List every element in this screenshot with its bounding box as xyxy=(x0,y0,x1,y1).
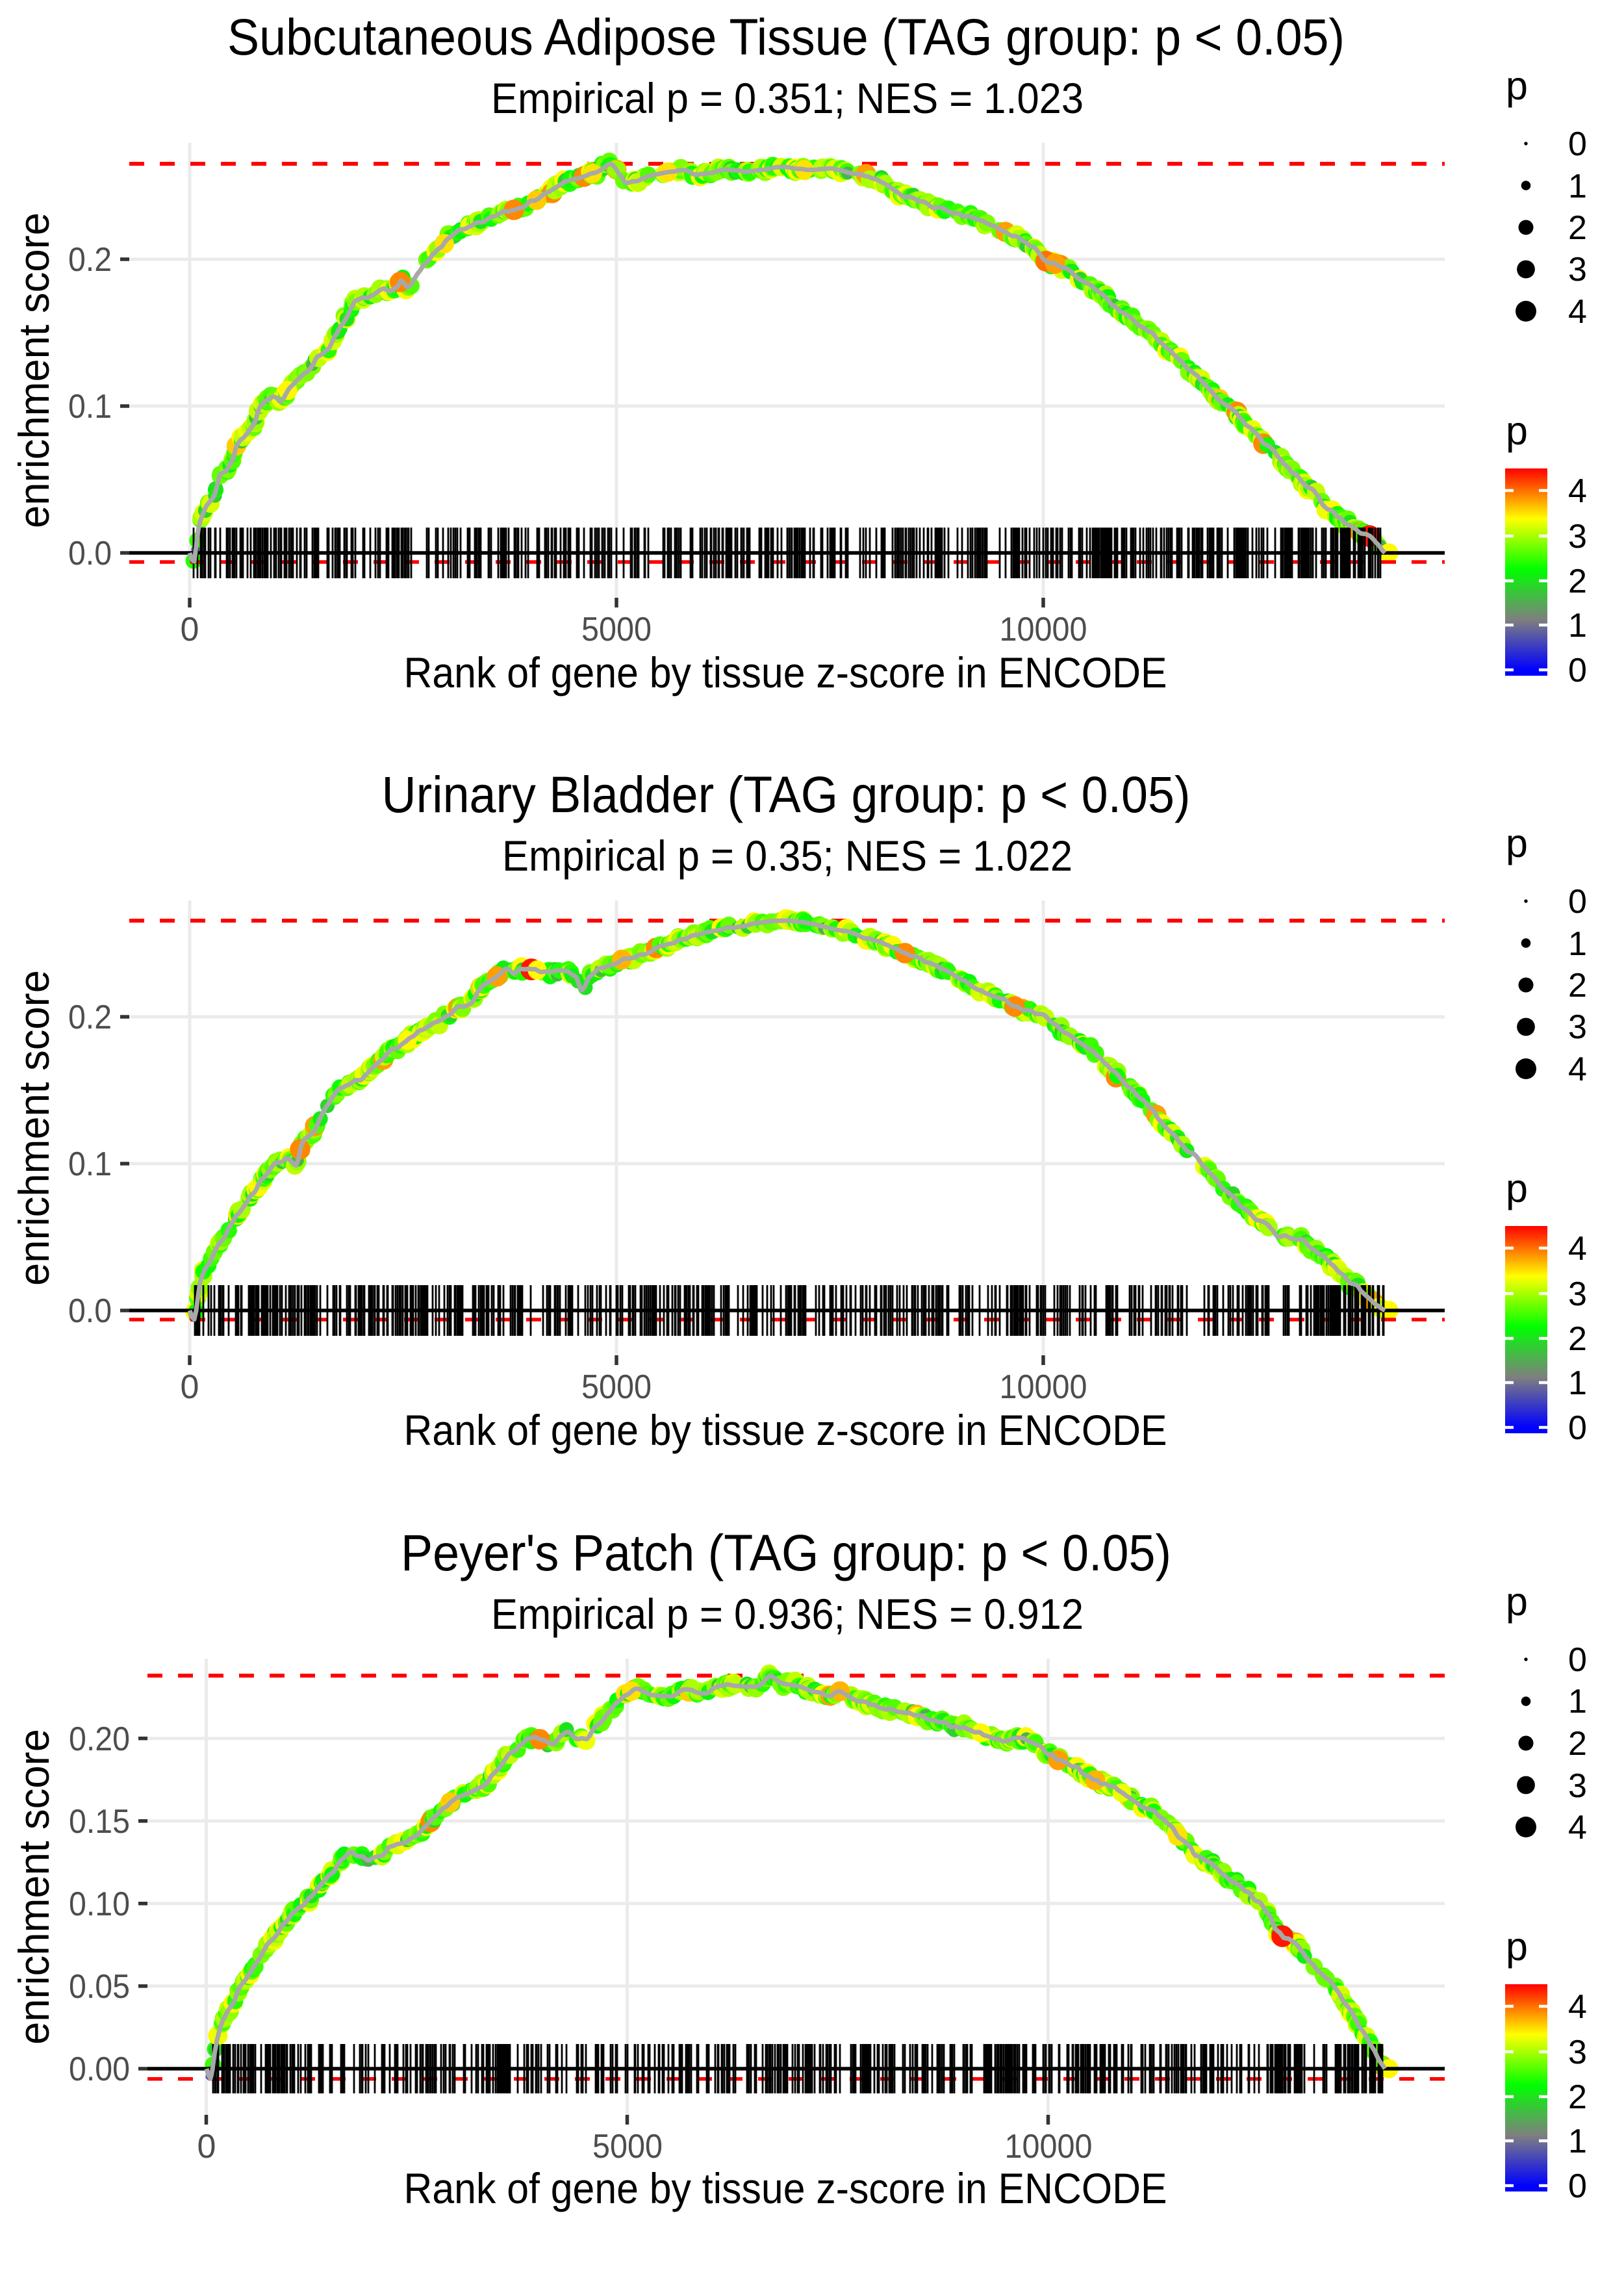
svg-text:0.15: 0.15 xyxy=(69,1803,130,1841)
svg-text:p: p xyxy=(1506,409,1528,453)
svg-text:5000: 5000 xyxy=(581,611,652,648)
svg-text:10000: 10000 xyxy=(1000,611,1087,648)
svg-text:0.05: 0.05 xyxy=(69,1968,130,2006)
svg-text:5000: 5000 xyxy=(592,2128,663,2165)
svg-text:1: 1 xyxy=(1568,168,1587,205)
svg-text:0: 0 xyxy=(1568,1641,1587,1679)
svg-text:4: 4 xyxy=(1568,293,1587,331)
svg-text:enrichment score: enrichment score xyxy=(10,1729,58,2045)
svg-text:Rank of gene by tissue z-score: Rank of gene by tissue z-score in ENCODE xyxy=(404,1406,1167,1454)
svg-text:p: p xyxy=(1506,1166,1528,1210)
svg-text:Empirical p = 0.936; NES = 0.9: Empirical p = 0.936; NES = 0.912 xyxy=(491,1590,1084,1638)
svg-text:3: 3 xyxy=(1568,1275,1587,1313)
svg-text:p: p xyxy=(1506,64,1528,108)
svg-text:p: p xyxy=(1506,821,1528,865)
svg-text:1: 1 xyxy=(1568,1683,1587,1720)
svg-text:2: 2 xyxy=(1568,2078,1587,2116)
svg-text:2: 2 xyxy=(1568,967,1587,1004)
svg-text:1: 1 xyxy=(1568,607,1587,645)
svg-text:0: 0 xyxy=(181,611,199,648)
svg-text:0: 0 xyxy=(1568,2167,1587,2205)
svg-text:4: 4 xyxy=(1568,1988,1587,2026)
svg-text:2: 2 xyxy=(1568,209,1587,247)
svg-text:1: 1 xyxy=(1568,2123,1587,2160)
svg-text:4: 4 xyxy=(1568,1809,1587,1846)
svg-text:5000: 5000 xyxy=(581,1368,652,1406)
svg-text:0.00: 0.00 xyxy=(69,2050,130,2088)
svg-text:0.2: 0.2 xyxy=(68,999,112,1036)
svg-text:10000: 10000 xyxy=(1000,1368,1087,1406)
svg-text:enrichment score: enrichment score xyxy=(10,212,58,528)
svg-text:0.1: 0.1 xyxy=(68,1145,112,1183)
svg-text:Rank of gene by tissue z-score: Rank of gene by tissue z-score in ENCODE xyxy=(404,648,1167,696)
svg-text:4: 4 xyxy=(1568,1230,1587,1268)
svg-text:0.0: 0.0 xyxy=(68,535,112,572)
svg-text:3: 3 xyxy=(1568,1008,1587,1046)
svg-text:4: 4 xyxy=(1568,472,1587,510)
svg-text:0.20: 0.20 xyxy=(69,1720,130,1758)
svg-text:p: p xyxy=(1506,1924,1528,1969)
svg-text:0: 0 xyxy=(1568,883,1587,921)
svg-text:3: 3 xyxy=(1568,2034,1587,2071)
svg-text:0.0: 0.0 xyxy=(68,1292,112,1330)
svg-text:2: 2 xyxy=(1568,1725,1587,1763)
svg-text:Subcutaneous Adipose Tissue (T: Subcutaneous Adipose Tissue (TAG group: … xyxy=(227,8,1345,66)
svg-text:0.2: 0.2 xyxy=(68,241,112,279)
svg-text:enrichment score: enrichment score xyxy=(10,970,58,1286)
svg-text:p: p xyxy=(1506,1579,1528,1624)
svg-text:Empirical p = 0.351; NES = 1.0: Empirical p = 0.351; NES = 1.023 xyxy=(491,74,1084,122)
svg-text:3: 3 xyxy=(1568,1767,1587,1805)
svg-text:Empirical p = 0.35; NES = 1.02: Empirical p = 0.35; NES = 1.022 xyxy=(502,832,1072,880)
svg-text:1: 1 xyxy=(1568,1364,1587,1402)
svg-text:0: 0 xyxy=(1568,125,1587,163)
svg-text:Rank of gene by tissue z-score: Rank of gene by tissue z-score in ENCODE xyxy=(404,2164,1167,2212)
svg-text:Peyer's Patch (TAG group: p <: Peyer's Patch (TAG group: p < 0.05) xyxy=(401,1524,1171,1581)
svg-text:2: 2 xyxy=(1568,563,1587,600)
svg-text:0: 0 xyxy=(181,1368,199,1406)
svg-text:0: 0 xyxy=(1568,652,1587,689)
svg-text:2: 2 xyxy=(1568,1320,1587,1358)
svg-text:0.10: 0.10 xyxy=(69,1885,130,1923)
svg-text:10000: 10000 xyxy=(1005,2128,1093,2165)
svg-text:4: 4 xyxy=(1568,1051,1587,1088)
svg-text:3: 3 xyxy=(1568,518,1587,556)
svg-text:0: 0 xyxy=(197,2128,216,2165)
svg-text:Urinary Bladder (TAG group: p: Urinary Bladder (TAG group: p < 0.05) xyxy=(382,765,1191,823)
svg-text:3: 3 xyxy=(1568,251,1587,288)
svg-text:0.1: 0.1 xyxy=(68,388,112,426)
svg-text:1: 1 xyxy=(1568,925,1587,963)
svg-text:0: 0 xyxy=(1568,1409,1587,1447)
